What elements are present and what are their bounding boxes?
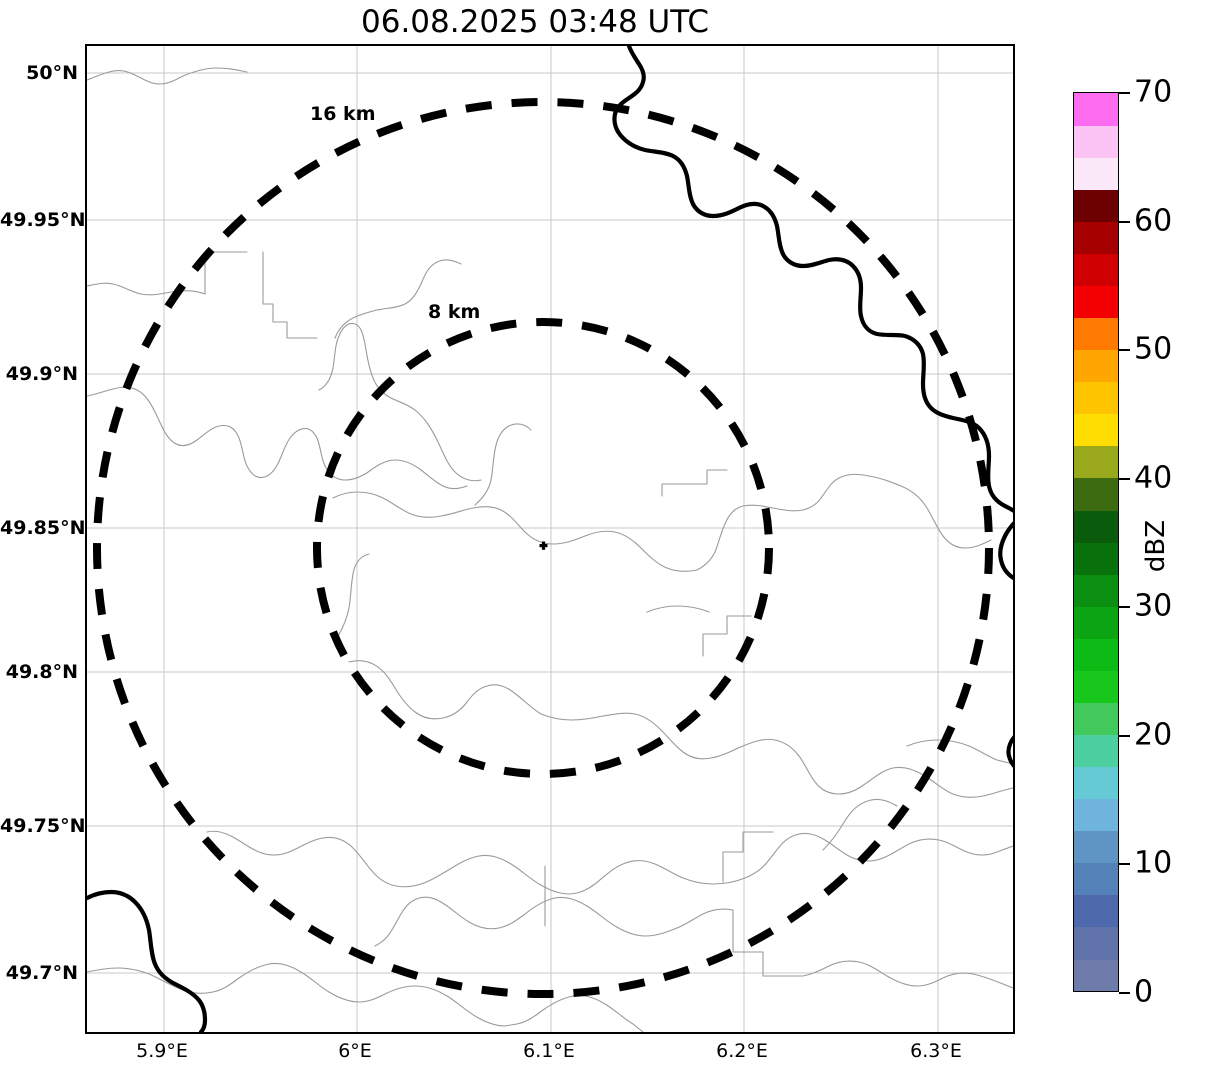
colorbar-band-0: [1074, 958, 1118, 991]
colorbar-ticklabel-40: 40: [1134, 460, 1173, 496]
colorbar-band-62.5: [1074, 157, 1118, 190]
colorbar[interactable]: [1073, 92, 1119, 992]
range-ring-label-16km: 16 km: [310, 103, 376, 125]
range-ring-8km: [313, 318, 773, 778]
colorbar-band-30: [1074, 574, 1118, 607]
colorbar-ticklabel-20: 20: [1134, 717, 1173, 753]
colorbar-band-22.5: [1074, 670, 1118, 703]
colorbar-tick-30: [1119, 606, 1130, 608]
admin-boundaries: [87, 67, 1013, 1032]
colorbar-band-25: [1074, 638, 1118, 671]
colorbar-band-17.5: [1074, 734, 1118, 768]
lon-tick-label-6-2: 6.2°E: [716, 1040, 768, 1062]
colorbar-tick-20: [1119, 735, 1130, 737]
lat-tick-label-49-75: 49.75°N: [0, 815, 86, 837]
colorbar-band-10: [1074, 830, 1118, 864]
colorbar-band-32.5: [1074, 542, 1118, 575]
colorbar-band-37.5: [1074, 477, 1118, 511]
colorbar-ticklabel-0: 0: [1134, 974, 1154, 1010]
colorbar-band-47.5: [1074, 349, 1118, 383]
colorbar-band-27.5: [1074, 606, 1118, 639]
colorbar-band-42.5: [1074, 413, 1118, 447]
colorbar-tick-0: [1119, 992, 1130, 994]
colorbar-tick-70: [1119, 92, 1130, 94]
colorbar-band-67.5: [1074, 93, 1118, 126]
colorbar-band-2.5: [1074, 926, 1118, 960]
lon-tick-label-5-9: 5.9°E: [136, 1040, 188, 1062]
lat-tick-label-50: 50°N: [26, 62, 78, 84]
colorbar-band-55: [1074, 253, 1118, 286]
colorbar-band-50: [1074, 317, 1118, 351]
range-ring-label-8km: 8 km: [428, 301, 481, 323]
lon-tick-label-6-3: 6.3°E: [910, 1040, 962, 1062]
national-border: [87, 46, 1013, 1032]
colorbar-ticklabel-60: 60: [1134, 203, 1173, 239]
lat-tick-label-49-85: 49.85°N: [0, 517, 86, 539]
colorbar-tick-50: [1119, 349, 1130, 351]
colorbar-band-60: [1074, 189, 1118, 222]
colorbar-band-45: [1074, 381, 1118, 415]
colorbar-band-35: [1074, 509, 1118, 543]
radar-map-axes[interactable]: 16 km 8 km: [85, 44, 1015, 1034]
lon-tick-label-6: 6°E: [338, 1040, 372, 1062]
colorbar-tick-60: [1119, 221, 1130, 223]
colorbar-ticklabel-70: 70: [1134, 74, 1173, 110]
colorbar-ticklabel-30: 30: [1134, 588, 1173, 624]
lat-tick-label-49-95: 49.95°N: [0, 209, 86, 231]
map-gridlines: [87, 46, 1013, 1032]
map-canvas: [87, 46, 1013, 1032]
colorbar-axis-label: dBZ: [1141, 519, 1171, 573]
colorbar-band-15: [1074, 766, 1118, 800]
colorbar-band-57.5: [1074, 221, 1118, 254]
colorbar-band-65: [1074, 125, 1118, 158]
colorbar-band-7.5: [1074, 862, 1118, 896]
range-ring-16km: [93, 98, 993, 998]
colorbar-ticklabel-50: 50: [1134, 331, 1173, 367]
lon-tick-label-6-1: 6.1°E: [523, 1040, 575, 1062]
radar-center-marker: [539, 541, 548, 550]
colorbar-band-5: [1074, 894, 1118, 928]
lat-tick-label-49-7: 49.7°N: [5, 962, 78, 984]
lat-tick-label-49-9: 49.9°N: [5, 363, 78, 385]
colorbar-band-12.5: [1074, 798, 1118, 832]
page-title: 06.08.2025 03:48 UTC: [361, 4, 709, 40]
colorbar-band-52.5: [1074, 285, 1118, 319]
colorbar-tick-10: [1119, 863, 1130, 865]
colorbar-tick-40: [1119, 478, 1130, 480]
colorbar-ticklabel-10: 10: [1134, 845, 1173, 881]
lat-tick-label-49-8: 49.8°N: [5, 661, 78, 683]
colorbar-band-20: [1074, 702, 1118, 735]
colorbar-band-40: [1074, 445, 1118, 479]
